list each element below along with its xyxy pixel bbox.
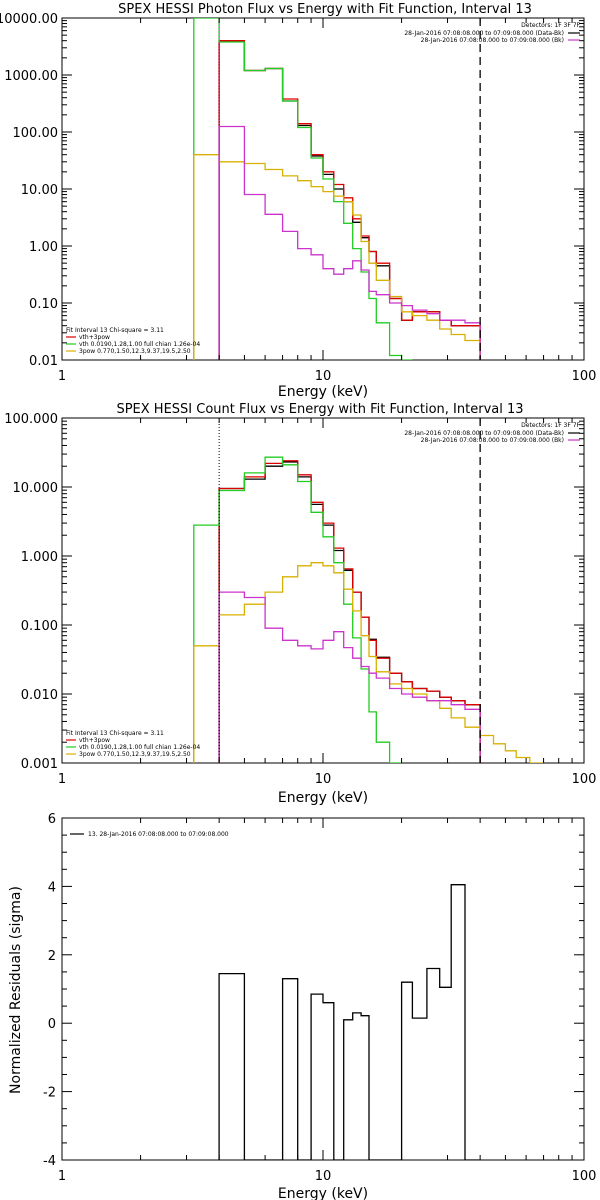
- count-flux-series-vth: [193, 456, 402, 763]
- photon-flux-legend-entry: 28-Jan-2016 07:08:08.000 to 07:09:08.000…: [404, 30, 564, 37]
- photon-flux-fit-legend-entry: vth 0.0190,1.28,1.00 full chian 1.26e-04: [79, 341, 200, 348]
- photon-flux-fit-legend-header: Fit Interval 13 Chi-square = 3.11: [66, 327, 164, 334]
- photon-flux-series-vth: [193, 18, 413, 360]
- residuals-series-group: [218, 884, 481, 1160]
- photon-flux-y-tick-label: 1000.00: [4, 69, 58, 84]
- count-flux-y-tick-label: 0.100: [21, 619, 58, 634]
- count-flux-detectors-label: Detectors: 1F 3F 7F: [521, 422, 580, 429]
- residuals-x-label: Energy (keV): [278, 1186, 368, 1200]
- photon-flux-title: SPEX HESSI Photon Flux vs Energy with Fi…: [118, 2, 532, 17]
- photon-flux-legend-entry: 28-Jan-2016 07:08:08.000 to 07:09:08.000…: [421, 37, 564, 44]
- photon-flux-series-bk: [218, 125, 481, 360]
- count-flux-y-tick-label: 1.000: [21, 550, 58, 565]
- photon-flux-x-label: Energy (keV): [278, 384, 368, 400]
- count-flux-y-tick-label: 0.010: [21, 688, 58, 703]
- count-flux-series-data-bk: [218, 461, 481, 763]
- photon-flux-panel: SPEX HESSI Photon Flux vs Energy with Fi…: [0, 2, 596, 400]
- photon-flux-series-data-bk: [218, 40, 481, 360]
- count-flux-panel: SPEX HESSI Count Flux vs Energy with Fit…: [4, 402, 596, 806]
- photon-flux-y-tick-label: 10.00: [21, 183, 58, 198]
- photon-flux-detectors-label: Detectors: 1F 3F 7F: [521, 22, 580, 29]
- residuals-y-tick-label: 0: [48, 1017, 56, 1032]
- residuals-x-tick-label: 100: [572, 1169, 597, 1184]
- count-flux-series-vth-3pow: [218, 460, 481, 763]
- residuals-legend-top: 13. 28-Jan-2016 07:08:08.000 to 07:09:08…: [70, 831, 229, 838]
- photon-flux-x-tick-label: 10: [315, 369, 332, 384]
- residuals-y-tick-label: 2: [48, 949, 56, 964]
- residuals-y-tick-label: -2: [43, 1086, 56, 1101]
- count-flux-y-tick-label: 100.000: [4, 412, 58, 427]
- residuals-plot-frame: [61, 817, 585, 1161]
- count-flux-fit-legend-header: Fit Interval 13 Chi-square = 3.11: [66, 730, 164, 737]
- count-flux-y-tick-label: 0.001: [21, 757, 58, 772]
- photon-flux-x-tick-label: 1: [58, 369, 66, 384]
- count-flux-fit-legend-entry: 3pow 0.770,1.50,12.3,9.37,19.5,2.50: [79, 751, 191, 758]
- residuals-x-tick-label: 1: [58, 1169, 66, 1184]
- photon-flux-series-group: [193, 18, 481, 360]
- count-flux-plot-frame: [61, 417, 585, 764]
- count-flux-legend-entry: 28-Jan-2016 07:08:08.000 to 07:09:08.000…: [404, 430, 564, 437]
- count-flux-legend-bottom: Fit Interval 13 Chi-square = 3.11vth+3po…: [66, 730, 200, 758]
- residuals-y-tick-label: -4: [43, 1154, 56, 1169]
- count-flux-x-tick-label: 10: [315, 772, 332, 787]
- count-flux-fit-legend-entry: vth+3pow: [79, 737, 110, 744]
- photon-flux-ticks: 1 10 100 0.01 0.10 1.00 10.00 100.00 1000.00 1000…: [0, 12, 596, 384]
- count-flux-y-tick-label: 10.000: [13, 481, 59, 496]
- residuals-y-label: Normalized Residuals (sigma): [8, 886, 24, 1094]
- photon-flux-series-3pow: [193, 154, 481, 360]
- photon-flux-series-vth-3pow: [218, 40, 481, 360]
- photon-flux-y-tick-label: 0.01: [29, 354, 58, 369]
- residuals-legend-entry: 13. 28-Jan-2016 07:08:08.000 to 07:09:08…: [88, 831, 229, 838]
- count-flux-legend-entry: 28-Jan-2016 07:08:08.000 to 07:09:08.000…: [421, 437, 564, 444]
- count-flux-fit-legend-entry: vth 0.0190,1.28,1.00 full chian 1.26e-04: [79, 744, 200, 751]
- residuals-x-tick-label: 10: [315, 1169, 332, 1184]
- count-flux-series-bk: [218, 591, 481, 763]
- count-flux-x-label: Energy (keV): [278, 790, 368, 806]
- residuals-ticks: 1 10 100 -4 -2 0 2 4 6: [43, 812, 596, 1184]
- count-flux-series-3pow: [193, 562, 544, 763]
- photon-flux-y-tick-label: 10000.00: [0, 12, 58, 27]
- residuals-y-tick-label: 6: [48, 812, 56, 827]
- count-flux-ticks: 1 10 100 0.001 0.010 0.100 1.000 10.000 100.000: [4, 412, 596, 787]
- count-flux-series-group: [193, 418, 544, 763]
- residuals-series-residuals: [218, 884, 481, 1160]
- count-flux-x-tick-label: 1: [58, 772, 66, 787]
- photon-flux-x-tick-label: 100: [572, 369, 597, 384]
- photon-flux-y-tick-label: 1.00: [29, 240, 58, 255]
- count-flux-title: SPEX HESSI Count Flux vs Energy with Fit…: [116, 402, 523, 417]
- photon-flux-fit-legend-entry: vth+3pow: [79, 334, 110, 341]
- residuals-panel: 1 10 100 -4 -2 0 2 4 6 Energy (keV) Normalized R…: [8, 812, 596, 1200]
- residuals-y-tick-label: 4: [48, 880, 56, 895]
- photon-flux-y-tick-label: 100.00: [13, 126, 59, 141]
- count-flux-x-tick-label: 100: [572, 772, 597, 787]
- photon-flux-y-tick-label: 0.10: [29, 297, 58, 312]
- photon-flux-legend-bottom: Fit Interval 13 Chi-square = 3.11vth+3po…: [66, 327, 200, 355]
- photon-flux-fit-legend-entry: 3pow 0.770,1.50,12.3,9.37,19.5,2.50: [79, 348, 191, 355]
